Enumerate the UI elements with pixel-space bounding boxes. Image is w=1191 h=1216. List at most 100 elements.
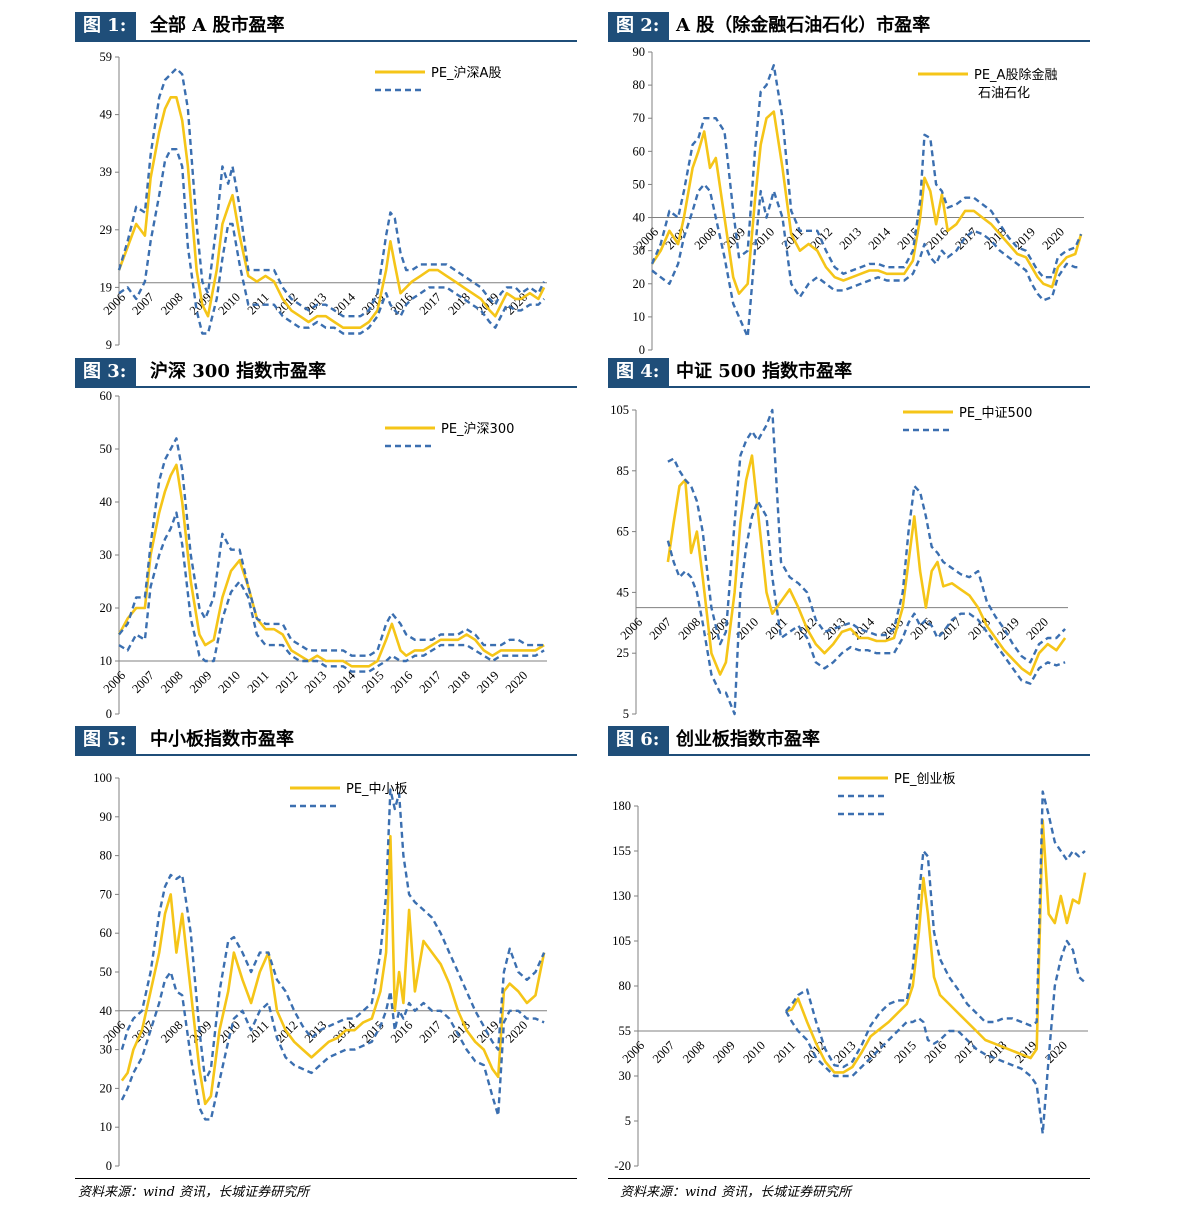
figure-title: 中证 500 指数市盈率 <box>676 361 853 382</box>
footer-rule <box>608 1178 1090 1179</box>
x-tick-label: 2012 <box>273 668 301 696</box>
x-tick-label: 2008 <box>692 225 720 253</box>
series-line-pe <box>650 110 1083 296</box>
series-line-band-2 <box>784 939 1086 1135</box>
x-tick-label: 2009 <box>187 668 215 696</box>
y-tick-label: 60 <box>100 926 113 940</box>
y-tick-label: 5 <box>623 707 629 721</box>
legend-label: PE_中证500 <box>959 406 1032 421</box>
figure-title: 沪深 300 指数市盈率 <box>150 361 327 382</box>
y-tick-label: 80 <box>633 78 646 92</box>
y-tick-label: 30 <box>633 244 646 258</box>
legend-label: PE_A股除金融 <box>974 67 1057 83</box>
legend-label: PE_沪深300 <box>441 421 514 437</box>
legend-label: 石油石化 <box>978 86 1030 101</box>
y-tick-label: 80 <box>619 979 632 993</box>
series-line-band-1 <box>117 67 546 318</box>
x-tick-label: 2020 <box>503 1018 531 1046</box>
y-tick-label: 39 <box>100 165 113 179</box>
x-tick-label: 2020 <box>503 668 531 696</box>
figure-tag: 图 2: <box>608 12 670 40</box>
y-tick-label: 60 <box>633 144 646 158</box>
x-tick-label: 2007 <box>129 290 157 318</box>
legend-label: PE_中小板 <box>346 782 408 797</box>
figure-1: 图 1: 全部 A 股市盈率 9 19 29 39 49 59 2006 2007 2008 20… <box>75 12 577 352</box>
x-tick-label: 2008 <box>158 1018 186 1046</box>
x-tick-label: 2010 <box>740 1038 768 1066</box>
x-tick-label: 2010 <box>734 615 762 643</box>
series-line-band-1 <box>785 790 1086 1069</box>
series-line-pe <box>666 454 1067 676</box>
figure-header: 图 5: 中小板指数市盈率 <box>75 726 577 756</box>
x-tick-label: 2014 <box>330 290 358 318</box>
figure-header: 图 1: 全部 A 股市盈率 <box>75 12 577 42</box>
x-tick-label: 2006 <box>101 668 129 696</box>
x-tick-label: 2007 <box>650 1038 678 1066</box>
figure-header: 图 3: 沪深 300 指数市盈率 <box>75 358 577 388</box>
x-tick-label: 2007 <box>129 668 157 696</box>
figure-header: 图 6: 创业板指数市盈率 <box>608 726 1090 756</box>
x-tick-label: 2016 <box>908 615 936 643</box>
x-tick-label: 2007 <box>647 615 675 643</box>
x-tick-label: 2013 <box>837 225 865 253</box>
x-tick-label: 2015 <box>891 1038 919 1066</box>
y-tick-label: 50 <box>100 965 113 979</box>
y-tick-label: 40 <box>100 495 113 509</box>
y-tick-label: 130 <box>612 889 631 903</box>
x-tick-label: 2006 <box>620 1038 648 1066</box>
y-tick-label: 20 <box>633 277 646 291</box>
series-line-band-2 <box>120 970 545 1121</box>
y-tick-label: 80 <box>100 849 113 863</box>
figure-2: 图 2: A 股（除金融石油石化）市盈率 0 10 20 30 40 50 60 70 80 90… <box>608 12 1090 357</box>
series-line-pe <box>785 819 1087 1074</box>
y-tick-label: 20 <box>100 1081 113 1095</box>
y-tick-label: 50 <box>100 442 113 456</box>
y-tick-label: 29 <box>100 223 113 237</box>
legend-label: PE_沪深A股 <box>431 65 501 81</box>
figure-tag: 图 3: <box>75 358 137 386</box>
y-tick-label: 5 <box>625 1114 631 1128</box>
y-tick-label: 30 <box>100 1043 113 1057</box>
y-tick-label: 10 <box>100 1120 113 1134</box>
x-tick-label: 2017 <box>952 1038 980 1066</box>
x-tick-label: 2020 <box>1040 225 1068 253</box>
x-tick-label: 2017 <box>417 668 445 696</box>
x-tick-label: 2009 <box>710 1038 738 1066</box>
series-line-band-2 <box>651 183 1082 338</box>
x-tick-label: 2019 <box>1011 225 1039 253</box>
y-tick-label: 25 <box>617 646 630 660</box>
x-tick-label: 2016 <box>388 1018 416 1046</box>
y-tick-label: 50 <box>633 177 646 191</box>
y-tick-label: 49 <box>100 108 113 122</box>
figure-title: A 股（除金融石油石化）市盈率 <box>676 15 931 36</box>
source-note: 资料来源：wind 资讯，长城证券研究所 <box>78 1185 310 1200</box>
x-tick-label: 2010 <box>216 668 244 696</box>
figure-title: 全部 A 股市盈率 <box>150 15 285 36</box>
figure-title: 中小板指数市盈率 <box>150 729 294 750</box>
y-tick-label: 90 <box>100 810 113 824</box>
series-line-pe <box>117 463 545 668</box>
x-tick-label: 2008 <box>676 615 704 643</box>
footer-rule <box>75 1178 577 1179</box>
source-note: 资料来源：wind 资讯，长城证券研究所 <box>620 1185 852 1200</box>
x-tick-label: 2019 <box>995 615 1023 643</box>
x-tick-label: 2009 <box>721 225 749 253</box>
x-tick-label: 2017 <box>417 1018 445 1046</box>
x-tick-label: 2008 <box>158 668 186 696</box>
figure-4: 图 4: 中证 500 指数市盈率 5 25 45 65 85 105 2006 2007 20… <box>608 358 1090 721</box>
y-tick-label: 55 <box>619 1024 632 1038</box>
legend-label: PE_创业板 <box>894 772 956 787</box>
x-tick-label: 2016 <box>388 668 416 696</box>
x-tick-label: 2020 <box>1042 1038 1070 1066</box>
figure-3: 图 3: 沪深 300 指数市盈率 0 10 20 30 40 50 60 2006 2007 2… <box>75 358 577 721</box>
x-tick-label: 2018 <box>445 668 473 696</box>
y-tick-label: 40 <box>100 1004 113 1018</box>
figure-header: 图 4: 中证 500 指数市盈率 <box>608 358 1090 388</box>
y-tick-label: 155 <box>612 844 631 858</box>
y-tick-label: 180 <box>612 799 631 813</box>
series-line-band-1 <box>667 408 1066 664</box>
x-tick-label: 2019 <box>474 668 502 696</box>
